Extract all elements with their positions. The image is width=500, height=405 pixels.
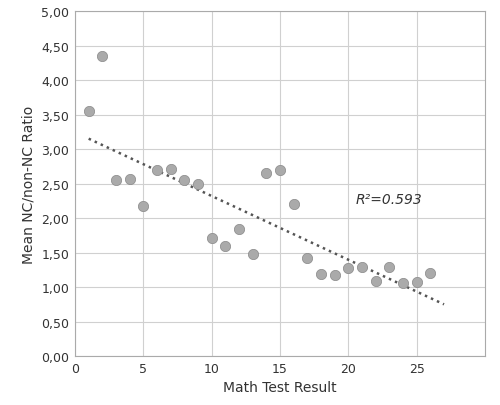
Point bbox=[358, 264, 366, 270]
Point bbox=[344, 265, 352, 271]
Point bbox=[248, 251, 256, 258]
Point bbox=[330, 272, 338, 278]
Point bbox=[290, 202, 298, 208]
Point bbox=[166, 166, 174, 173]
Point bbox=[98, 53, 106, 60]
Point bbox=[317, 271, 325, 278]
X-axis label: Math Test Result: Math Test Result bbox=[223, 380, 337, 394]
Point bbox=[426, 271, 434, 277]
Point bbox=[412, 279, 420, 286]
Text: R²=0.593: R²=0.593 bbox=[355, 193, 422, 207]
Point bbox=[386, 264, 394, 270]
Point bbox=[112, 177, 120, 184]
Point bbox=[140, 203, 147, 209]
Point bbox=[194, 181, 202, 188]
Point bbox=[235, 226, 243, 232]
Point bbox=[262, 171, 270, 177]
Point bbox=[180, 177, 188, 184]
Point bbox=[84, 109, 92, 115]
Y-axis label: Mean NC/non-NC Ratio: Mean NC/non-NC Ratio bbox=[22, 105, 36, 263]
Point bbox=[276, 167, 284, 174]
Point bbox=[304, 255, 312, 261]
Point bbox=[222, 243, 230, 249]
Point bbox=[153, 167, 161, 174]
Point bbox=[372, 278, 380, 285]
Point bbox=[208, 235, 216, 241]
Point bbox=[399, 280, 407, 287]
Point bbox=[126, 176, 134, 183]
